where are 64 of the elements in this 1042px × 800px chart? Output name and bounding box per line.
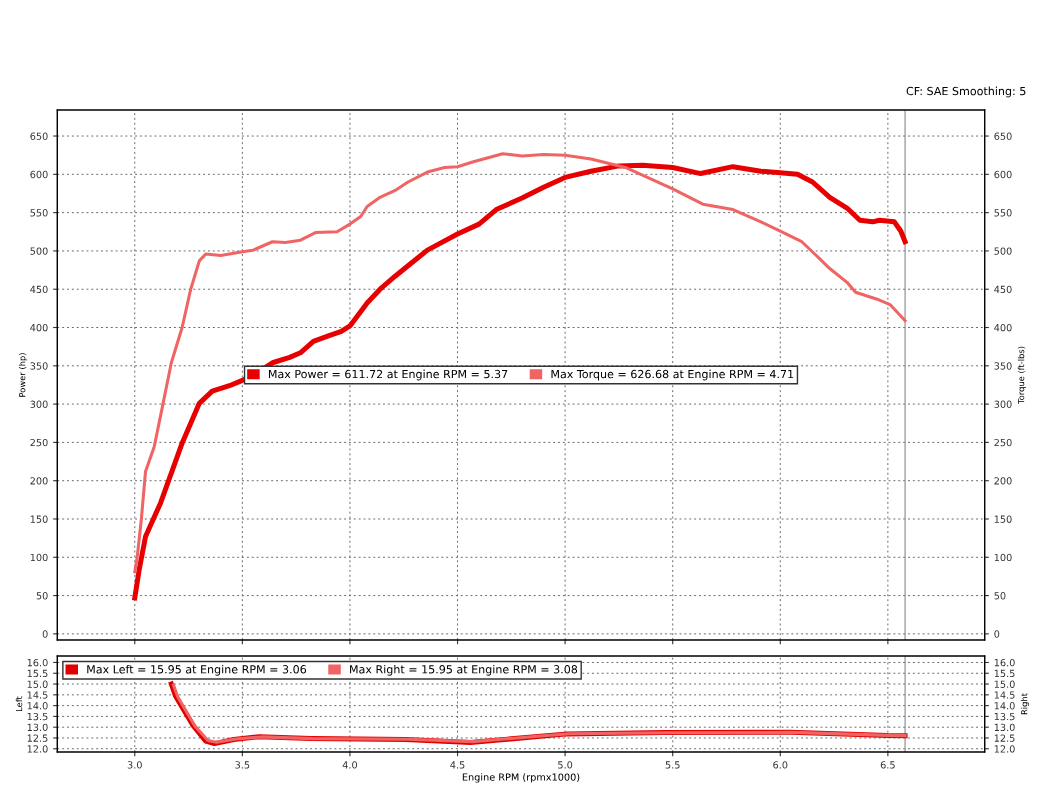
x-tick-label: 3.0 — [127, 761, 142, 769]
y-tick-label: 350 — [30, 362, 48, 370]
y2-axis-title: Right — [1020, 693, 1029, 715]
y2-tick-label: 600 — [994, 170, 1012, 179]
x-tick-label: 4.0 — [342, 761, 358, 769]
x-tick-label: 5.5 — [665, 761, 680, 769]
y2-tick-label: 100 — [994, 553, 1012, 562]
y-tick-label: 14.0 — [27, 702, 48, 710]
y-tick-label: 14.5 — [27, 691, 48, 699]
y2-tick-label: 50 — [994, 592, 1006, 600]
x-axis-title: Engine RPM (rpmx1000) — [462, 773, 580, 783]
y2-tick-label: 12.0 — [994, 745, 1015, 753]
y-tick-label: 100 — [30, 553, 48, 562]
y-tick-label: 12.5 — [27, 734, 48, 742]
y-tick-label: 12.0 — [27, 745, 48, 753]
y2-tick-label: 15.0 — [994, 680, 1015, 688]
y-tick-label: 600 — [30, 170, 48, 179]
y2-tick-label: 550 — [994, 209, 1012, 217]
y2-tick-label: 650 — [994, 132, 1012, 140]
x-tick-label: 6.0 — [773, 761, 788, 769]
y-tick-label: 450 — [30, 285, 48, 294]
y2-tick-label: 400 — [994, 323, 1012, 332]
y-tick-label: 400 — [30, 323, 48, 332]
x-tick-label: 4.5 — [450, 761, 465, 769]
legend-label: Max Left = 15.95 at Engine RPM = 3.06 — [87, 664, 307, 676]
x-tick-label: 3.5 — [235, 761, 250, 769]
y-tick-label: 50 — [36, 592, 48, 600]
y-tick-label: 13.0 — [27, 723, 48, 732]
y2-tick-label: 15.5 — [994, 669, 1015, 678]
y-axis-title: Left — [15, 696, 23, 712]
y-tick-label: 500 — [30, 247, 48, 255]
y-tick-label: 300 — [30, 400, 48, 408]
y-tick-label: 200 — [30, 477, 48, 485]
y-tick-label: 150 — [30, 515, 48, 523]
y2-tick-label: 200 — [994, 477, 1012, 485]
y2-tick-label: 300 — [994, 400, 1012, 408]
y2-tick-label: 13.5 — [994, 712, 1015, 721]
y-tick-label: 13.5 — [27, 712, 48, 721]
y-tick-label: 250 — [30, 438, 48, 447]
y2-tick-label: 12.5 — [994, 734, 1015, 742]
y2-tick-label: 350 — [994, 362, 1012, 370]
y-tick-label: 550 — [30, 209, 48, 217]
y2-tick-label: 14.5 — [994, 691, 1015, 699]
x-tick-label: 5.0 — [558, 761, 573, 769]
y2-tick-label: 150 — [994, 515, 1012, 523]
y2-tick-label: 0 — [994, 630, 1000, 638]
legend-label: Max Right = 15.95 at Engine RPM = 3.08 — [350, 664, 578, 676]
y2-tick-label: 250 — [994, 438, 1012, 447]
y-tick-label: 15.0 — [27, 680, 48, 688]
y-tick-label: 650 — [30, 132, 48, 140]
y2-tick-label: 500 — [994, 247, 1012, 255]
x-tick-label: 6.5 — [880, 761, 895, 769]
legend-label: Max Power = 611.72 at Engine RPM = 5.37 — [268, 369, 508, 381]
y2-axis-title: Torque (ft-lbs) — [1017, 346, 1026, 404]
y-tick-label: 0 — [42, 630, 48, 638]
y2-tick-label: 13.0 — [994, 723, 1015, 732]
y-axis-title: Power (hp) — [18, 353, 27, 397]
y-tick-label: 16.0 — [27, 658, 48, 667]
text: CF: SAE Smoothing: 5 — [906, 86, 1026, 98]
legend-label: Max Torque = 626.68 at Engine RPM = 4.71 — [551, 369, 794, 381]
y2-tick-label: 14.0 — [994, 702, 1015, 710]
y2-tick-label: 450 — [994, 285, 1012, 294]
y-tick-label: 15.5 — [27, 669, 48, 678]
y2-tick-label: 16.0 — [994, 658, 1015, 667]
